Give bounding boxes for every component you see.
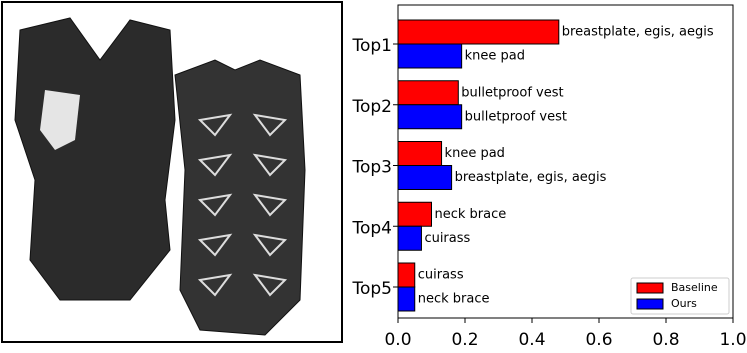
bar: [397, 80, 459, 106]
bar-label: knee pad: [465, 49, 525, 64]
x-tick-label: 0.0: [384, 330, 411, 350]
bar-label: breastplate, egis, aegis: [562, 25, 714, 40]
vest-stripes: [197, 113, 288, 297]
legend-label: Ours: [671, 297, 697, 310]
vest-front: [14, 17, 176, 301]
bar-label: bulletproof vest: [461, 85, 563, 100]
y-tick-label: Top2: [351, 97, 392, 117]
y-tick-label: Top4: [351, 218, 392, 238]
bar-label: cuirass: [418, 268, 464, 283]
bar-label: breastplate, egis, aegis: [455, 170, 607, 185]
y-tick-label: Top1: [351, 36, 392, 56]
bar: [397, 104, 463, 130]
y-tick-label: Top3: [351, 158, 392, 178]
vest-back: [174, 59, 306, 336]
photo: [1, 1, 343, 343]
bar: [397, 165, 453, 190]
x-tick-label: 0.2: [451, 330, 478, 350]
bar-label: neck brace: [435, 207, 507, 222]
bar-label: knee pad: [445, 146, 505, 161]
bar-label: bulletproof vest: [465, 109, 567, 124]
x-tick-label: 0.8: [652, 330, 679, 350]
bar: [397, 19, 560, 45]
x-tick-label: 1.0: [719, 330, 746, 350]
bar: [397, 201, 432, 227]
bar-label: neck brace: [418, 292, 490, 307]
vest-badge: [40, 90, 80, 150]
legend-swatch: [636, 282, 664, 294]
bar: [397, 43, 463, 69]
y-tick-label: Top5: [351, 279, 392, 299]
x-tick-label: 0.6: [585, 330, 612, 350]
bar: [397, 225, 422, 251]
bar-label: cuirass: [424, 231, 470, 246]
bar: [397, 141, 443, 166]
x-tick-label: 0.4: [518, 330, 545, 350]
bar: [397, 262, 416, 288]
legend-label: Baseline: [671, 281, 718, 294]
chart: 0.0 0.2 0.4 0.6 0.8 1.0 Top1 breastplate, egis,…: [351, 19, 747, 350]
legend-swatch: [636, 298, 664, 310]
bar: [397, 286, 416, 312]
